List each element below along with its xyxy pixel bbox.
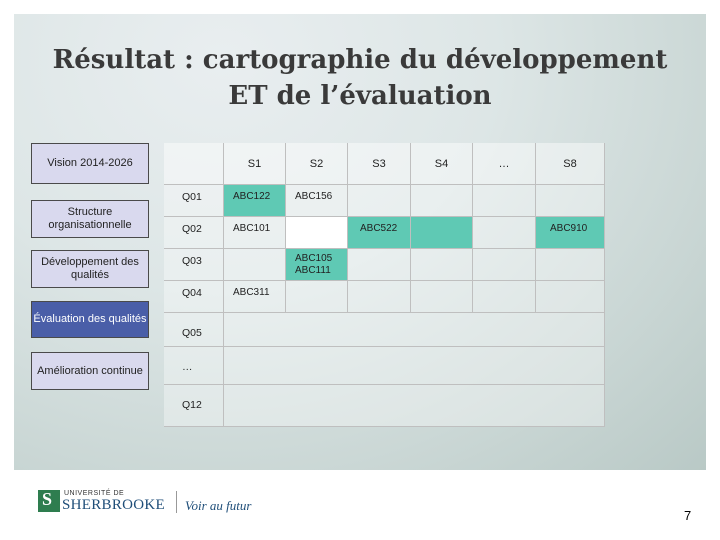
table-cell — [473, 249, 536, 281]
table-cell — [348, 249, 411, 281]
table-cell — [536, 249, 605, 281]
table-cell — [411, 217, 473, 249]
table-cell: ABC122 — [224, 185, 286, 217]
table-cell — [411, 185, 473, 217]
table-cell — [536, 281, 605, 313]
sidebar-item-structure: Structure organisationnelle — [31, 200, 149, 238]
sidebar-item-vision: Vision 2014-2026 — [31, 143, 149, 184]
table-cell — [411, 281, 473, 313]
col-header: S3 — [348, 143, 411, 185]
page-number: 7 — [684, 508, 692, 523]
row-label: Q12 — [164, 385, 224, 427]
university-tagline: Voir au futur — [185, 498, 252, 513]
university-name-line2: SHERBROOKE — [62, 497, 166, 513]
table-cell — [224, 385, 605, 427]
row-label: … — [164, 347, 224, 385]
sidebar-item-evaluation: Évaluation des qualités — [31, 301, 149, 338]
sidebar-item-developpement: Développement des qualités — [31, 250, 149, 288]
table-cell — [286, 281, 348, 313]
table-cell — [473, 281, 536, 313]
col-header: S1 — [224, 143, 286, 185]
row-label: Q05 — [164, 313, 224, 347]
table-cell — [348, 185, 411, 217]
sidebar-item-amelioration: Amélioration continue — [31, 352, 149, 390]
col-header: S8 — [536, 143, 605, 185]
table-cell — [286, 217, 348, 249]
table-cell — [473, 185, 536, 217]
university-name-line1: UNIVERSITÉ DE — [64, 490, 125, 497]
row-label: Q01 — [164, 185, 224, 217]
university-logo-icon — [38, 489, 60, 512]
cell-value: ABC522 — [360, 223, 398, 234]
col-header: S2 — [286, 143, 348, 185]
table-corner — [164, 143, 224, 185]
row-label: Q03 — [164, 249, 224, 281]
table-cell: ABC522 — [348, 217, 411, 249]
cell-value: ABC910 — [550, 223, 588, 234]
table-cell: ABC105 ABC111 — [286, 249, 348, 281]
table-cell — [224, 249, 286, 281]
logo-divider — [176, 491, 177, 513]
row-label: Q04 — [164, 281, 224, 313]
table-cell — [411, 249, 473, 281]
mapping-table: S1 S2 S3 S4 … S8 Q01 ABC122 ABC156 Q02 A… — [164, 143, 605, 427]
table-cell: ABC156 — [286, 185, 348, 217]
slide-title: Résultat : cartographie du développement… — [52, 45, 668, 111]
cell-value: ABC111 — [295, 265, 331, 276]
table-cell — [348, 281, 411, 313]
row-label: Q02 — [164, 217, 224, 249]
table-cell: ABC311 — [224, 281, 286, 313]
table-cell — [536, 185, 605, 217]
col-header: S4 — [411, 143, 473, 185]
table-cell — [224, 347, 605, 385]
table-cell — [473, 217, 536, 249]
table-cell: ABC910 — [536, 217, 605, 249]
cell-value: ABC105 — [295, 253, 333, 264]
cell-value-block: ABC105 ABC111 — [295, 253, 332, 277]
table-cell — [224, 313, 605, 347]
table-cell: ABC101 — [224, 217, 286, 249]
col-header: … — [473, 143, 536, 185]
